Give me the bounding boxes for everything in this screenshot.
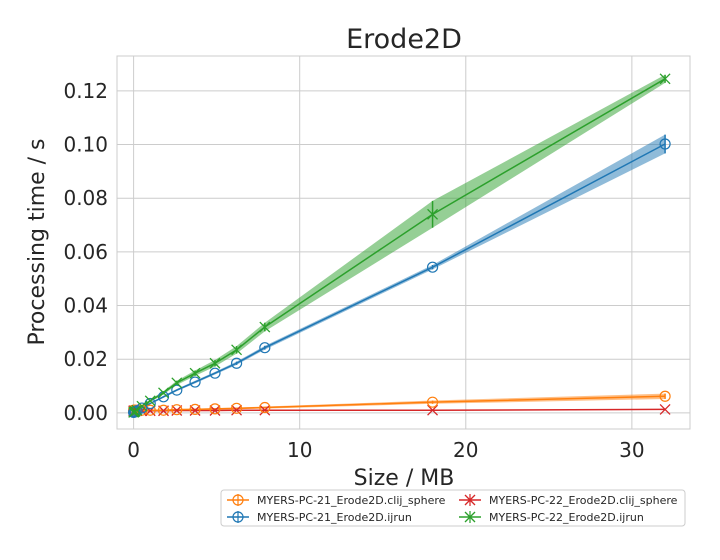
data-point	[158, 387, 169, 399]
confidence-band	[133, 393, 666, 411]
plot-area	[116, 55, 691, 430]
series-markers	[128, 73, 671, 418]
data-point	[259, 342, 271, 354]
data-point	[659, 138, 671, 150]
y-tick-label: 0.08	[63, 186, 108, 210]
legend-label: MYERS-PC-22_Erode2D.ijrun	[489, 511, 644, 524]
legend-label: MYERS-PC-22_Erode2D.clij_sphere	[489, 494, 678, 507]
y-tick-label: 0.02	[63, 347, 108, 371]
legend-entry: MYERS-PC-22_Erode2D.ijrun	[459, 511, 644, 524]
data-point	[230, 357, 243, 369]
legend-label: MYERS-PC-21_Erode2D.ijrun	[257, 511, 412, 524]
x-tick-label: 0	[127, 438, 140, 462]
data-point	[426, 396, 439, 408]
x-axis-label: Size / MB	[354, 466, 455, 491]
legend-marker	[464, 494, 476, 506]
legend-frame	[220, 489, 686, 527]
data-point	[231, 404, 243, 416]
legend-entry: MYERS-PC-22_Erode2D.clij_sphere	[459, 494, 678, 507]
legend: MYERS-PC-21_Erode2D.clij_sphere MYERS-PC-…	[220, 489, 686, 527]
data-point	[659, 390, 671, 402]
legend-label: MYERS-PC-21_Erode2D.clij_sphere	[257, 494, 446, 507]
y-tick-label: 0.10	[63, 133, 108, 157]
data-point	[259, 321, 271, 333]
y-axis-ticks: 0.00 0.02 0.04 0.06 0.08 0.10 0.12	[63, 79, 108, 425]
confidence-band	[133, 134, 666, 413]
x-axis-ticks: 0 10 20 30	[127, 438, 644, 462]
chart-title: Erode2D	[346, 24, 462, 55]
data-point	[659, 403, 671, 415]
data-point	[136, 402, 148, 414]
y-tick-label: 0.04	[63, 294, 108, 318]
data-point	[144, 395, 156, 407]
data-point	[171, 384, 183, 396]
data-point	[209, 403, 221, 415]
data-point	[231, 344, 243, 356]
y-tick-label: 0.12	[63, 79, 108, 103]
data-point	[136, 400, 148, 412]
data-point	[659, 73, 671, 85]
x-tick-label: 30	[619, 438, 644, 462]
y-tick-label: 0.00	[63, 401, 108, 425]
legend-marker	[232, 511, 244, 523]
data-point	[259, 404, 271, 416]
data-point	[259, 401, 271, 414]
data-point	[189, 376, 201, 388]
legend-marker	[232, 494, 244, 506]
y-tick-label: 0.06	[63, 240, 108, 264]
legend-entry: MYERS-PC-21_Erode2D.ijrun	[227, 511, 412, 524]
data-point	[230, 402, 243, 414]
data-point	[426, 261, 439, 273]
data-point	[189, 403, 201, 416]
data-point	[427, 208, 439, 220]
data-point	[171, 377, 183, 389]
data-point	[157, 404, 170, 416]
x-tick-label: 20	[453, 438, 478, 462]
data-point	[209, 367, 221, 379]
grid	[117, 56, 690, 429]
y-axis-label: Processing time / s	[25, 138, 50, 345]
data-point	[209, 357, 221, 369]
legend-marker	[464, 511, 476, 523]
data-point	[209, 405, 221, 416]
data-point	[171, 404, 183, 416]
data-point	[427, 404, 439, 416]
x-tick-label: 10	[287, 438, 312, 462]
data-point	[131, 404, 143, 416]
data-point	[189, 367, 201, 379]
legend-entry: MYERS-PC-21_Erode2D.clij_sphere	[227, 494, 446, 507]
